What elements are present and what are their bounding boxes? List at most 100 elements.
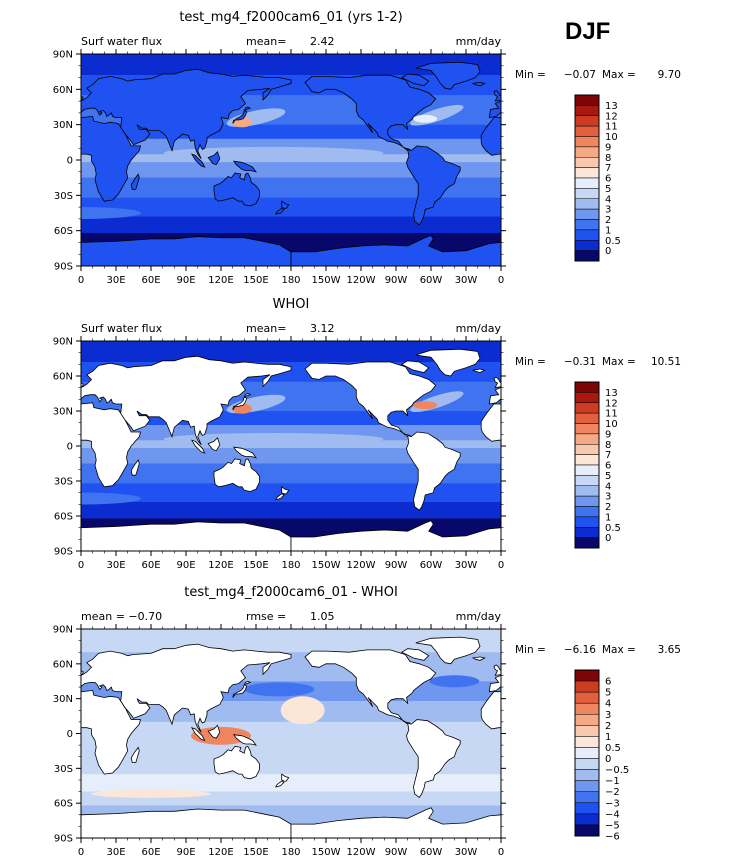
lat-tick-label: 60N (53, 372, 73, 383)
colorbar-box (574, 240, 600, 251)
colorbar-label: 4 (605, 699, 611, 710)
colorbar-label: −6 (605, 832, 620, 843)
colorbar-label: 3 (605, 205, 611, 216)
lat-band (81, 721, 501, 746)
lat-band (81, 448, 501, 464)
continent-africa-wrap (480, 403, 501, 442)
rmse-value: 1.05 (310, 610, 335, 623)
colorbar-label: 12 (605, 111, 618, 122)
lat-tick-label: 60S (54, 512, 73, 523)
lat-tick-label: 30S (54, 191, 73, 202)
colorbar-label: 1 (605, 512, 611, 523)
lat-band (81, 54, 501, 76)
lat-band (81, 502, 501, 519)
lat-tick-label: 30N (53, 694, 73, 705)
colorbar-label: 1 (605, 225, 611, 236)
continent-australia (213, 172, 260, 207)
southern-ocean-bias (91, 789, 211, 798)
lat-band (81, 197, 501, 217)
max-label: Max = (602, 69, 636, 81)
continent-iceland-wrap (471, 368, 486, 373)
lon-tick-label: 60E (141, 275, 160, 286)
colorbar-label: 0.5 (605, 236, 621, 247)
lon-tick-label: 0 (78, 560, 84, 571)
continent-antarctica-west-wrap (290, 520, 501, 551)
lon-tick-label: 120E (208, 275, 233, 286)
colorbar-box (574, 392, 600, 403)
continent-australia (213, 745, 260, 780)
min-value: −6.16 (564, 644, 596, 656)
continent-japan (232, 396, 248, 411)
colorbar-label: 5 (605, 471, 611, 482)
continent-new-zealand-south (275, 493, 285, 501)
lon-tick-label: 60W (420, 560, 443, 571)
lat-tick-label: 90S (54, 547, 73, 558)
lat-tick-label: 90N (53, 625, 73, 636)
lon-tick-label: 30E (106, 560, 125, 571)
continent-new-guinea (232, 446, 257, 459)
continent-africa (81, 115, 142, 202)
colorbar-box (574, 702, 600, 715)
colorbar-box (574, 747, 600, 759)
units-label: mm/day (456, 610, 502, 623)
continent-iceland-wrap (471, 656, 486, 661)
min-value: −0.07 (564, 69, 596, 81)
colorbar-label: 7 (605, 163, 611, 174)
continent-antarctica-west-wrap (290, 234, 501, 266)
lon-tick-label: 180 (281, 560, 300, 571)
colorbar-box (574, 802, 600, 815)
continent-eurasia (81, 643, 292, 733)
colorbar-box (574, 167, 600, 179)
gulf-stream-maximum (413, 401, 438, 410)
max-value: 10.51 (651, 356, 681, 368)
lon-tick-label: 0 (498, 847, 504, 858)
lat-tick-label: 60N (53, 85, 73, 96)
continent-north-america (304, 74, 437, 152)
colorbar-label: 2 (605, 721, 611, 732)
continent-madagascar (130, 746, 140, 763)
lat-tick-label: 30N (53, 407, 73, 418)
continent-greenland (415, 348, 481, 377)
continent-new-zealand-south (275, 780, 285, 788)
continent-north-america (304, 361, 437, 438)
north-pacific-bias (244, 682, 315, 697)
lat-band (81, 463, 501, 484)
continent-south-america (406, 719, 461, 798)
continent-japan (232, 684, 248, 698)
max-label: Max = (602, 356, 636, 368)
colorbar-label: 0.5 (605, 523, 621, 534)
colorbar-label: 13 (605, 388, 618, 399)
colorbar-box (574, 769, 600, 781)
continent-new-guinea (232, 160, 257, 173)
continent-new-guinea (232, 734, 257, 746)
colorbar-label: 4 (605, 194, 611, 205)
continent-sumatra (190, 153, 206, 168)
panel-1: test_mg4_f2000cam6_01 (yrs 1-2) Surf wate… (53, 10, 681, 286)
colorbar-box (574, 250, 600, 262)
continent-iceland-wrap (471, 81, 486, 87)
lat-band (81, 341, 501, 362)
continent-uk-wrap (493, 376, 501, 389)
lon-tick-label: 90W (385, 275, 408, 286)
lat-tick-label: 60S (54, 226, 73, 237)
continent-uk (81, 669, 84, 675)
units-label: mm/day (456, 322, 502, 335)
lat-tick-label: 0 (67, 156, 73, 167)
lat-band (81, 177, 501, 198)
lon-tick-label: 30W (455, 560, 478, 571)
colorbar-box (574, 824, 600, 837)
continent-antarctica (81, 236, 292, 266)
map-field (81, 629, 501, 838)
colorbar-label: −0.5 (605, 765, 629, 776)
colorbar-box (574, 725, 600, 737)
colorbar-box (574, 188, 600, 199)
lon-tick-label: 150W (312, 847, 341, 858)
lon-tick-label: 60E (141, 847, 160, 858)
season-label: DJF (565, 18, 610, 45)
lon-tick-label: 150E (243, 275, 268, 286)
colorbar-label: 2 (605, 502, 611, 513)
panel-title: test_mg4_f2000cam6_01 (yrs 1-2) (179, 10, 402, 25)
left-header: Surf water flux (81, 322, 163, 335)
lon-tick-label: 150E (243, 847, 268, 858)
